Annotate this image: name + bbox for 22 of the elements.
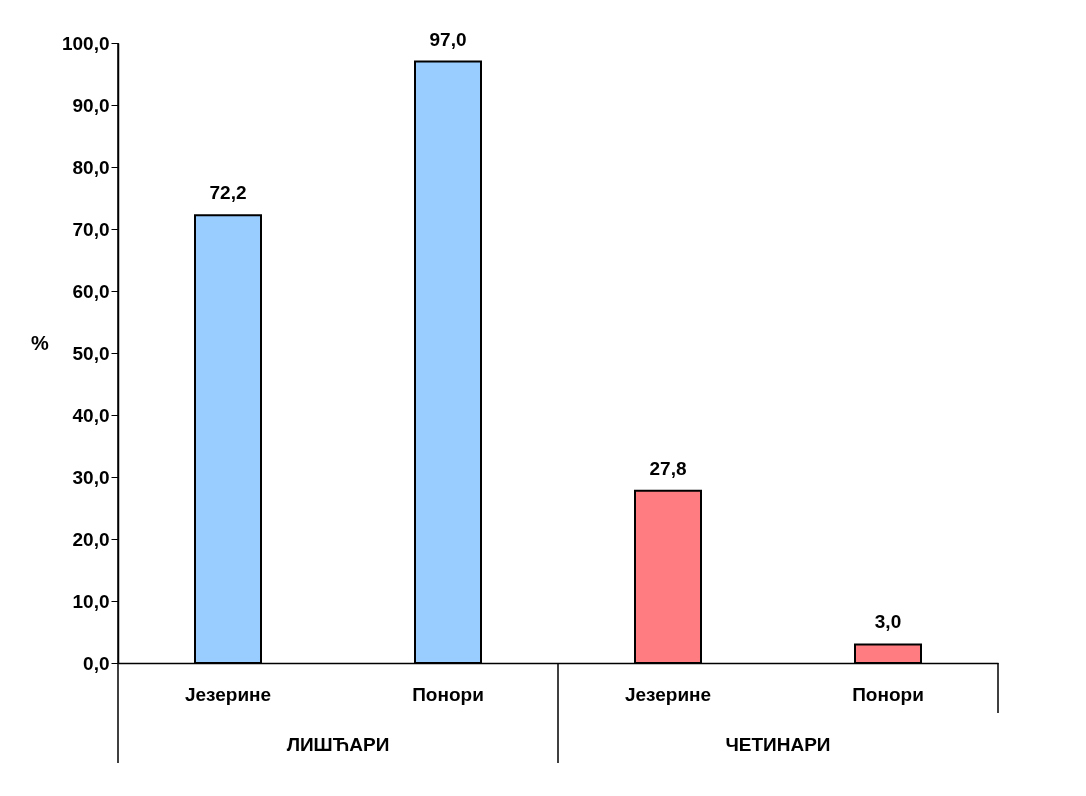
y-tick-label: 60,0 (72, 280, 110, 302)
y-tick-label: 0,0 (83, 652, 110, 674)
text: ЧЕТИНАРИ (725, 734, 831, 755)
data-label: 27,8 (649, 457, 687, 479)
data-label: 72,2 (209, 182, 247, 204)
data-label: 3,0 (874, 611, 902, 633)
y-tick-label: 80,0 (72, 156, 110, 178)
y-tick-label: 20,0 (72, 528, 110, 550)
x-tick-label: Понори (852, 683, 924, 705)
y-tick-label: 70,0 (72, 218, 110, 240)
data-label: 97,0 (429, 28, 467, 50)
x-tick-label: Језерине (184, 683, 272, 705)
y-tick-label: 40,0 (72, 404, 110, 426)
y-tick-label: 100,0 (61, 32, 110, 54)
y-tick-label: 50,0 (72, 342, 110, 364)
x-tick-label: Језерине (624, 683, 712, 705)
y-tick-label: 30,0 (72, 466, 110, 488)
y-axis-title: % (31, 331, 50, 354)
x-tick-label: Понори (412, 683, 484, 705)
text: ЛИШЋАРИ (286, 734, 390, 755)
y-tick-label: 10,0 (72, 590, 110, 612)
y-tick-label: 90,0 (72, 94, 110, 116)
